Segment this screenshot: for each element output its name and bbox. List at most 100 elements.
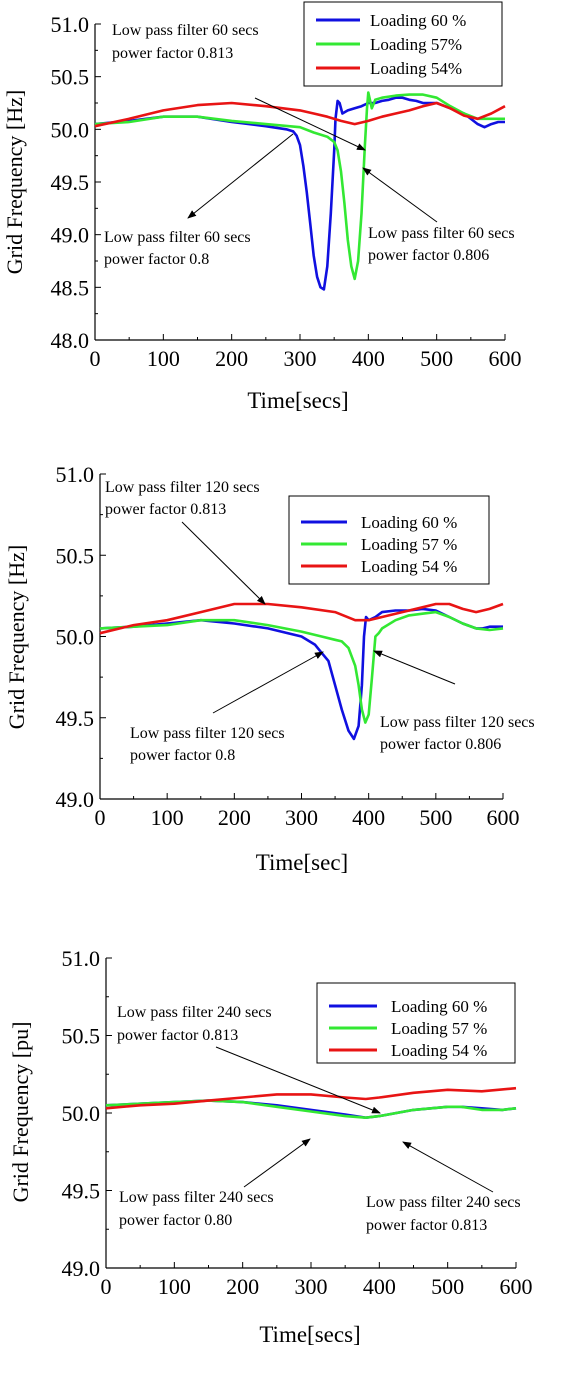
x-tick-label: 500 [420, 346, 453, 371]
x-tick-label: 0 [95, 805, 106, 830]
annotation-2: Low pass filter 120 secs power factor 0.8 [130, 651, 324, 764]
annotation-arrow [181, 521, 266, 605]
y-tick-label: 50.0 [62, 1101, 101, 1126]
x-tick-label: 0 [90, 346, 101, 371]
legend: Loading 60 % Loading 57 % Loading 54 % [288, 495, 490, 585]
annotation-text: power factor 0.8 [130, 747, 235, 764]
y-tick-label: 50.5 [51, 65, 90, 90]
x-tick-label: 300 [284, 346, 317, 371]
legend-label-3: Loading 54% [370, 59, 462, 78]
x-tick-label: 400 [352, 805, 385, 830]
annotation-text: power factor 0.813 [117, 1027, 238, 1044]
y-tick-label: 51.0 [62, 946, 101, 971]
x-tick-label: 600 [500, 1274, 533, 1299]
annotation-1: Low pass filter 60 secs power factor 0.81… [112, 22, 366, 151]
annotation-text: power factor 0.806 [368, 247, 489, 264]
x-tick-label: 400 [363, 1274, 396, 1299]
y-tick-label: 49.0 [62, 1256, 101, 1281]
y-tick-label: 49.0 [56, 787, 95, 812]
annotation-text: Low pass filter 120 secs [130, 725, 285, 742]
x-tick-label: 300 [295, 1274, 328, 1299]
legend-label-3: Loading 54 % [391, 1041, 487, 1060]
annotation-text: power factor 0.813 [112, 45, 233, 62]
legend: Loading 60 % Loading 57 % Loading 54 % [316, 982, 516, 1064]
legend-label-1: Loading 60 % [370, 11, 466, 30]
x-tick-label: 500 [431, 1274, 464, 1299]
legend-label-3: Loading 54 % [361, 557, 457, 576]
legend-box [288, 495, 490, 585]
annotation-2: Low pass filter 240 secs power factor 0.8… [119, 1138, 311, 1229]
annotation-text: power factor 0.806 [380, 736, 501, 753]
annotation-arrow [215, 1046, 381, 1114]
y-axis-label: Grid Frequency [Hz] [4, 545, 29, 730]
annotation-text: power factor 0.8 [104, 251, 209, 268]
legend-label-2: Loading 57% [370, 35, 462, 54]
legend-label-2: Loading 57 % [361, 535, 457, 554]
x-tick-label: 100 [147, 346, 180, 371]
annotation-arrow [254, 97, 366, 151]
annotation-text: Low pass filter 60 secs [368, 225, 515, 242]
x-tick-label: 600 [489, 346, 522, 371]
series-line-3 [99, 602, 504, 635]
annotation-text: power factor 0.813 [105, 501, 226, 518]
y-tick-label: 49.0 [51, 223, 90, 248]
series-line-2 [99, 610, 504, 724]
annotation-3: Low pass filter 120 secs power factor 0.8… [373, 650, 535, 753]
legend-label-1: Loading 60 % [391, 997, 487, 1016]
y-tick-label: 49.5 [62, 1179, 101, 1204]
x-tick-label: 400 [352, 346, 385, 371]
annotation-arrow [212, 651, 324, 714]
y-tick-label: 51.0 [51, 12, 90, 37]
y-tick-label: 50.5 [62, 1024, 101, 1049]
annotation-arrow [243, 1138, 311, 1188]
y-axis-label: Grid Frequency [pu] [8, 1022, 33, 1203]
annotation-text: Low pass filter 120 secs [380, 714, 535, 731]
y-tick-label: 49.5 [51, 170, 90, 195]
legend-label-1: Loading 60 % [361, 513, 457, 532]
annotation-arrow [373, 650, 456, 685]
x-tick-label: 500 [419, 805, 452, 830]
x-tick-label: 200 [215, 346, 248, 371]
y-tick-label: 51.0 [56, 462, 95, 487]
series-line-2 [94, 91, 505, 281]
x-axis-label: Time[sec] [256, 850, 348, 875]
series-line-3 [105, 1086, 517, 1110]
y-tick-label: 50.0 [56, 625, 95, 650]
x-tick-label: 200 [218, 805, 251, 830]
x-tick-label: 300 [285, 805, 318, 830]
chart-3: 0 100 200 300 400 500 600 49.0 49.5 50.0 50.5 51.0 T… [8, 946, 533, 1347]
annotation-text: Low pass filter 60 secs [112, 22, 259, 39]
y-tick-label: 48.5 [51, 275, 90, 300]
annotation-arrow [402, 1141, 494, 1193]
annotation-text: Low pass filter 120 secs [105, 479, 260, 496]
annotation-text: Low pass filter 60 secs [104, 229, 251, 246]
legend: Loading 60 % Loading 57% Loading 54% [303, 1, 503, 87]
annotation-3: Low pass filter 240 secs power factor 0.8… [366, 1141, 521, 1234]
annotation-arrow [187, 133, 294, 219]
y-tick-label: 50.5 [56, 543, 95, 568]
y-tick-label: 49.5 [56, 706, 95, 731]
annotation-1: Low pass filter 120 secs power factor 0.8… [105, 479, 266, 605]
x-tick-label: 0 [101, 1274, 112, 1299]
annotation-text: Low pass filter 240 secs [117, 1004, 272, 1021]
annotation-text: power factor 0.80 [119, 1212, 232, 1229]
y-tick-label: 50.0 [51, 117, 90, 142]
annotation-text: power factor 0.813 [366, 1217, 487, 1234]
annotation-3: Low pass filter 60 secs power factor 0.80… [362, 167, 515, 264]
x-tick-label: 200 [226, 1274, 259, 1299]
x-tick-label: 100 [158, 1274, 191, 1299]
x-tick-label: 100 [151, 805, 184, 830]
y-axis-label: Grid Frequency [Hz] [2, 90, 27, 275]
legend-label-2: Loading 57 % [391, 1019, 487, 1038]
annotation-2: Low pass filter 60 secs power factor 0.8 [104, 133, 294, 268]
x-axis-label: Time[secs] [259, 1322, 360, 1347]
chart-1: 0 100 200 300 400 500 600 48.0 48.5 49.0 49.5 50.0 5… [2, 1, 522, 413]
annotation-text: Low pass filter 240 secs [119, 1189, 274, 1206]
chart-2: 0 100 200 300 400 500 600 49.0 49.5 50.0 50.5 51.0 T… [4, 462, 535, 875]
series-line-3 [94, 101, 506, 128]
annotation-arrow [362, 167, 438, 223]
annotation-1: Low pass filter 240 secs power factor 0.8… [117, 1004, 381, 1114]
x-axis-label: Time[secs] [247, 388, 348, 413]
y-tick-label: 48.0 [51, 328, 90, 353]
